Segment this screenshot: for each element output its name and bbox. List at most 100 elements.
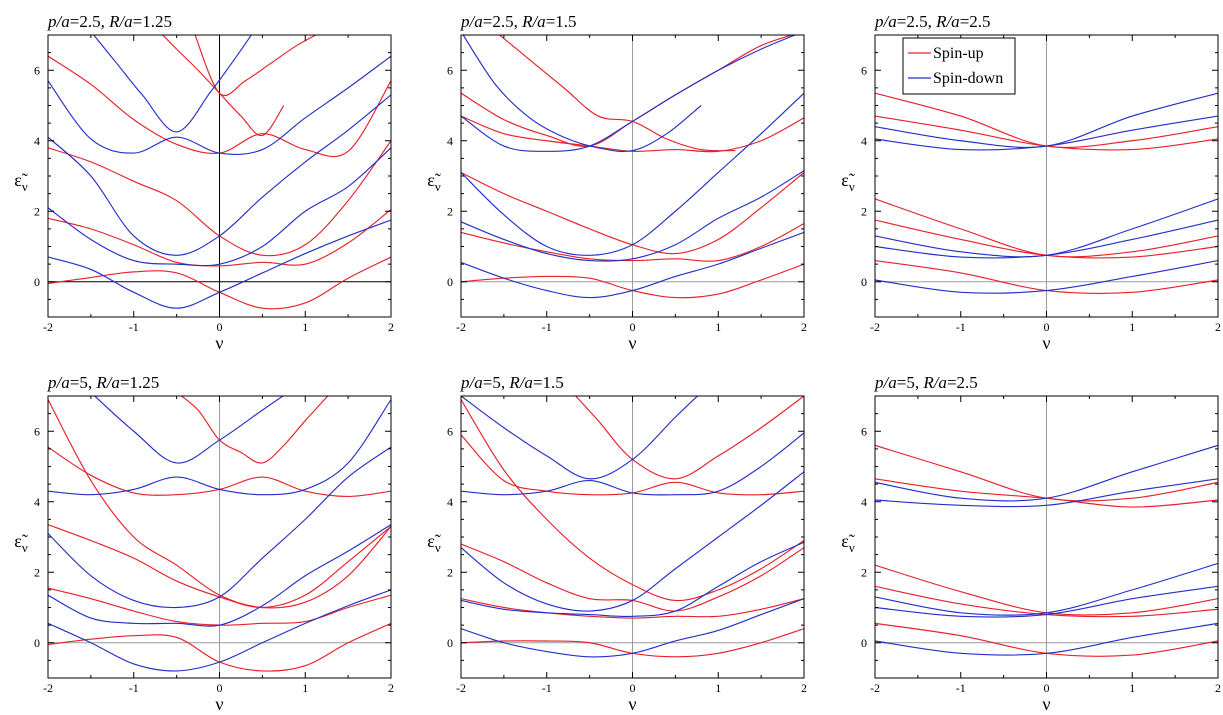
y-tick-label: 4 [447, 134, 453, 148]
x-tick-label: -1 [542, 320, 552, 334]
panel-title: p/a=2.5, R/a=1.25 [47, 12, 172, 31]
x-tick-label: -2 [43, 320, 53, 334]
x-tick-label: 2 [388, 681, 394, 695]
y-tick-label: 6 [447, 63, 453, 77]
panel-title: p/a=2.5, R/a=2.5 [874, 12, 991, 31]
chart-panel-4: -2 -1 0 1 2 0 2 4 6 p/a=5, R/a=1.25 ν ε̃ν [14, 373, 394, 714]
series-line-9 [48, 446, 391, 609]
series-group [461, 396, 804, 658]
series-line-9 [461, 471, 804, 612]
series-line-5 [48, 399, 391, 609]
series-line-7 [48, 589, 391, 672]
x-axis-label: ν [1042, 694, 1050, 714]
y-tick-label: 2 [34, 565, 40, 579]
x-tick-label: 1 [715, 681, 721, 695]
series-line-11 [93, 396, 284, 464]
panel-title: p/a=2.5, R/a=1.5 [460, 12, 577, 31]
y-tick-label: 4 [861, 134, 867, 148]
x-axis-label: ν [215, 333, 223, 353]
series-line-5 [461, 399, 804, 602]
x-tick-label: 0 [217, 681, 223, 695]
series-group [875, 444, 1218, 657]
y-tick-label: 2 [861, 204, 867, 218]
series-line-10 [875, 444, 1218, 502]
y-tick-label: 0 [861, 636, 867, 650]
series-line-8 [461, 170, 804, 262]
series-line-2 [48, 209, 391, 267]
x-tick-label: 2 [388, 320, 394, 334]
series-line-10 [48, 399, 391, 496]
chart-panel-1: -2 -1 0 1 2 0 2 4 6 p/a=2.5, R/a=1.25 ν ε̃ν [14, 12, 394, 353]
series-line-10 [461, 35, 797, 152]
series-group [48, 35, 391, 310]
series-line-7 [48, 219, 391, 309]
series-line-11 [461, 396, 699, 480]
y-tick-label: 4 [447, 495, 453, 509]
x-tick-label: 0 [217, 320, 223, 334]
y-tick-label: 2 [447, 204, 453, 218]
x-tick-label: 1 [1129, 681, 1135, 695]
series-line-10 [875, 92, 1218, 148]
series-line-2 [461, 598, 804, 619]
y-tick-label: 2 [861, 565, 867, 579]
series-line-7 [461, 231, 804, 299]
panel-title: p/a=5, R/a=2.5 [874, 373, 978, 392]
legend: Spin-up Spin-down [902, 37, 1016, 95]
legend-label: Spin-up [933, 45, 984, 62]
x-tick-label: 2 [1215, 681, 1221, 695]
y-tick-label: 6 [447, 424, 453, 438]
x-tick-label: 1 [302, 681, 308, 695]
series-line-6 [498, 35, 736, 152]
y-tick-label: 6 [861, 63, 867, 77]
x-tick-label: -1 [956, 681, 966, 695]
y-axis-label: ε̃ν [841, 531, 855, 555]
chart-panel-5: -2 -1 0 1 2 0 2 4 6 p/a=5, R/a=1.5 ν ε̃ν [427, 373, 807, 714]
series-line-8 [461, 541, 804, 618]
x-tick-label: -1 [129, 681, 139, 695]
x-tick-label: -2 [43, 681, 53, 695]
x-tick-label: 2 [801, 681, 807, 695]
y-tick-label: 0 [34, 636, 40, 650]
y-axis-label: ε̃ν [427, 170, 441, 194]
y-tick-label: 0 [447, 636, 453, 650]
x-tick-label: -2 [870, 320, 880, 334]
x-axis-label: ν [215, 694, 223, 714]
y-tick-label: 4 [861, 495, 867, 509]
chart-panel-6: -2 -1 0 1 2 0 2 4 6 p/a=5, R/a=2.5 ν ε̃ν [841, 373, 1221, 714]
panel-title: p/a=5, R/a=1.25 [47, 373, 159, 392]
series-line-8 [48, 147, 391, 267]
y-tick-label: 2 [447, 565, 453, 579]
y-tick-label: 4 [34, 495, 40, 509]
y-tick-label: 2 [34, 204, 40, 218]
y-tick-label: 4 [34, 134, 40, 148]
series-group [48, 396, 391, 672]
panel-title: p/a=5, R/a=1.5 [460, 373, 564, 392]
y-tick-label: 0 [447, 275, 453, 289]
y-axis-label: ε̃ν [14, 170, 28, 194]
y-tick-label: 0 [34, 275, 40, 289]
series-line-6 [875, 260, 1218, 294]
x-axis-label: ν [628, 694, 636, 714]
x-tick-label: -1 [542, 681, 552, 695]
series-line-7 [461, 598, 804, 658]
y-tick-label: 6 [34, 424, 40, 438]
series-line-6 [574, 396, 804, 480]
y-tick-label: 6 [34, 63, 40, 77]
series-line-9 [48, 94, 391, 256]
series-group [461, 35, 804, 299]
series-line-9 [875, 478, 1218, 508]
series-line-8 [875, 562, 1218, 616]
x-tick-label: 2 [1215, 320, 1221, 334]
x-tick-label: 1 [715, 320, 721, 334]
x-axis-label: ν [628, 333, 636, 353]
series-line-5 [162, 35, 285, 137]
x-tick-label: 0 [630, 681, 636, 695]
x-tick-label: 0 [1044, 320, 1050, 334]
series-line-10 [48, 55, 391, 155]
series-line-6 [180, 396, 329, 464]
x-tick-label: 1 [1129, 320, 1135, 334]
x-tick-label: 1 [302, 320, 308, 334]
x-tick-label: -2 [870, 681, 880, 695]
